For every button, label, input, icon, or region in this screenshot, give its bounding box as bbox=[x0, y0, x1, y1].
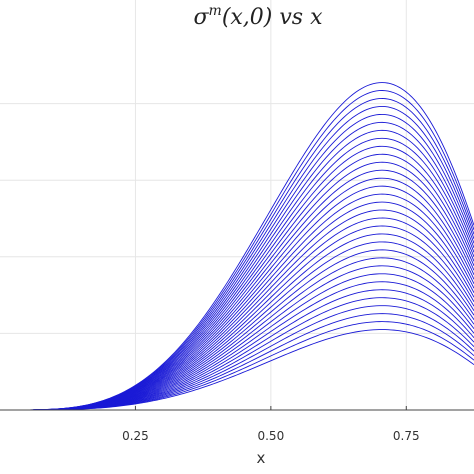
x-tick-label: 0.50 bbox=[257, 429, 284, 443]
series-line bbox=[0, 82, 474, 411]
title-sigma: σ bbox=[194, 5, 210, 30]
x-tick-label: 0.25 bbox=[122, 429, 149, 443]
title-superscript: m bbox=[209, 3, 222, 19]
x-axis-label: x bbox=[257, 449, 266, 467]
x-tick-label: 0.75 bbox=[393, 429, 420, 443]
title-rest: (x,0) vs x bbox=[222, 5, 323, 30]
x-ticks: 0.25 0.50 0.75 bbox=[122, 406, 420, 443]
chart-title: σm(x,0) vs x bbox=[194, 3, 324, 30]
grid bbox=[0, 0, 474, 410]
series-group bbox=[0, 82, 474, 411]
